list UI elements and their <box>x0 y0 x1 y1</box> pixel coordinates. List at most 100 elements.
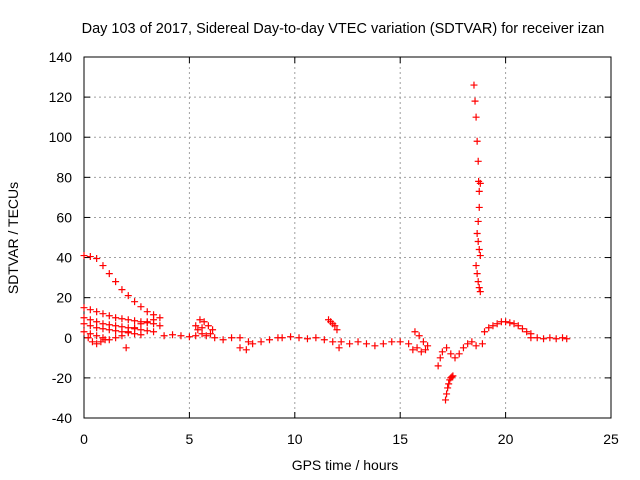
data-point-marker <box>471 97 479 105</box>
data-point-marker <box>99 262 107 270</box>
series-arc-8-at-5.5h <box>192 316 217 338</box>
data-point-marker <box>200 318 208 326</box>
x-tick-label: 0 <box>80 431 88 447</box>
data-point-marker <box>131 298 139 306</box>
data-point-marker <box>112 314 120 322</box>
data-point-marker <box>510 320 518 328</box>
data-point-marker <box>202 332 210 340</box>
data-point-marker <box>379 340 387 348</box>
data-point-marker <box>137 303 145 311</box>
data-point-marker <box>502 318 510 326</box>
y-tick-label: 100 <box>49 129 73 145</box>
data-point-marker <box>472 262 480 270</box>
data-point-marker <box>99 310 107 318</box>
grid-lines <box>84 57 611 418</box>
data-point-marker <box>493 320 501 328</box>
x-tick-label: 5 <box>186 431 194 447</box>
data-point-marker <box>185 333 193 341</box>
data-point-marker <box>346 340 354 348</box>
data-point-marker <box>474 238 482 246</box>
data-point-marker <box>228 334 236 342</box>
data-point-marker <box>470 81 478 89</box>
data-point-marker <box>478 340 486 348</box>
data-point-marker <box>443 390 451 398</box>
y-tick-label: -20 <box>52 370 72 386</box>
data-point-marker <box>476 252 484 260</box>
data-point-marker <box>80 304 88 312</box>
data-point-marker <box>533 334 541 342</box>
data-point-marker <box>563 335 571 343</box>
data-point-marker <box>137 331 145 339</box>
data-point-marker <box>472 113 480 121</box>
data-point-marker <box>474 217 482 225</box>
data-point-marker <box>122 344 130 352</box>
data-point-marker <box>475 203 483 211</box>
data-point-marker <box>194 326 202 334</box>
data-point-marker <box>455 350 463 358</box>
series-arc-11-at-11.8h <box>325 316 341 334</box>
data-point-marker <box>473 270 481 278</box>
data-point-marker <box>105 270 113 278</box>
data-point-marker <box>371 342 379 350</box>
data-point-marker <box>143 327 151 335</box>
data-point-marker <box>112 327 120 335</box>
series-arc-17-after-19h <box>481 318 535 338</box>
data-point-marker <box>131 317 139 325</box>
data-point-marker <box>451 354 459 362</box>
data-point-marker <box>86 306 94 314</box>
y-tick-label: 140 <box>49 49 73 65</box>
data-point-marker <box>198 330 206 338</box>
data-point-marker <box>436 354 444 362</box>
data-point-marker <box>80 320 88 328</box>
data-point-marker <box>331 322 339 330</box>
x-tick-label: 10 <box>287 431 303 447</box>
series-arc-7-around-4h <box>160 330 210 341</box>
data-point-marker <box>80 252 88 260</box>
data-point-marker <box>506 319 514 327</box>
series-arc-6-negative-start <box>84 334 130 352</box>
data-point-marker <box>295 334 303 342</box>
data-point-marker <box>424 342 432 350</box>
data-point-marker <box>413 344 421 352</box>
series-arc-1-decay-from-41 <box>80 252 164 322</box>
data-point-marker <box>415 332 423 340</box>
data-point-marker <box>287 333 295 341</box>
chart-title: Day 103 of 2017, Sidereal Day-to-day VTE… <box>82 21 605 37</box>
data-point-marker <box>101 336 109 344</box>
data-point-marker <box>131 330 139 338</box>
data-point-marker <box>219 336 227 344</box>
data-point-marker <box>86 322 94 330</box>
data-point-marker <box>552 335 560 343</box>
data-point-marker <box>112 334 120 342</box>
series-arc-9-around-6.5h <box>211 334 282 354</box>
data-point-marker <box>204 322 212 330</box>
data-point-marker <box>388 338 396 346</box>
data-point-marker <box>150 316 158 324</box>
y-tick-label: 40 <box>56 250 72 266</box>
series-arc-15-negative-arm <box>442 372 457 404</box>
data-point-marker <box>118 315 126 323</box>
data-point-marker <box>474 157 482 165</box>
data-point-marker <box>97 338 105 346</box>
data-point-marker <box>559 334 567 342</box>
data-point-marker <box>86 330 94 338</box>
data-point-marker <box>443 344 451 352</box>
data-point-marker <box>518 325 526 333</box>
data-point-marker <box>472 342 480 350</box>
series-arc-2-decay-from-15 <box>80 304 164 330</box>
y-tick-label: -40 <box>52 410 72 426</box>
data-point-marker <box>489 322 497 330</box>
data-point-marker <box>156 322 164 330</box>
x-axis: 0 5 10 15 20 25 <box>80 57 619 447</box>
x-tick-label: 20 <box>498 431 514 447</box>
data-point-marker <box>320 336 328 344</box>
data-point-marker <box>445 380 453 388</box>
data-point-marker <box>198 324 206 332</box>
data-point-marker <box>192 332 200 340</box>
data-point-marker <box>93 255 101 263</box>
data-point-marker <box>409 346 417 354</box>
data-point-marker <box>396 338 404 346</box>
y-tick-label: 80 <box>56 169 72 185</box>
data-point-marker <box>411 328 419 336</box>
data-point-marker <box>93 308 101 316</box>
